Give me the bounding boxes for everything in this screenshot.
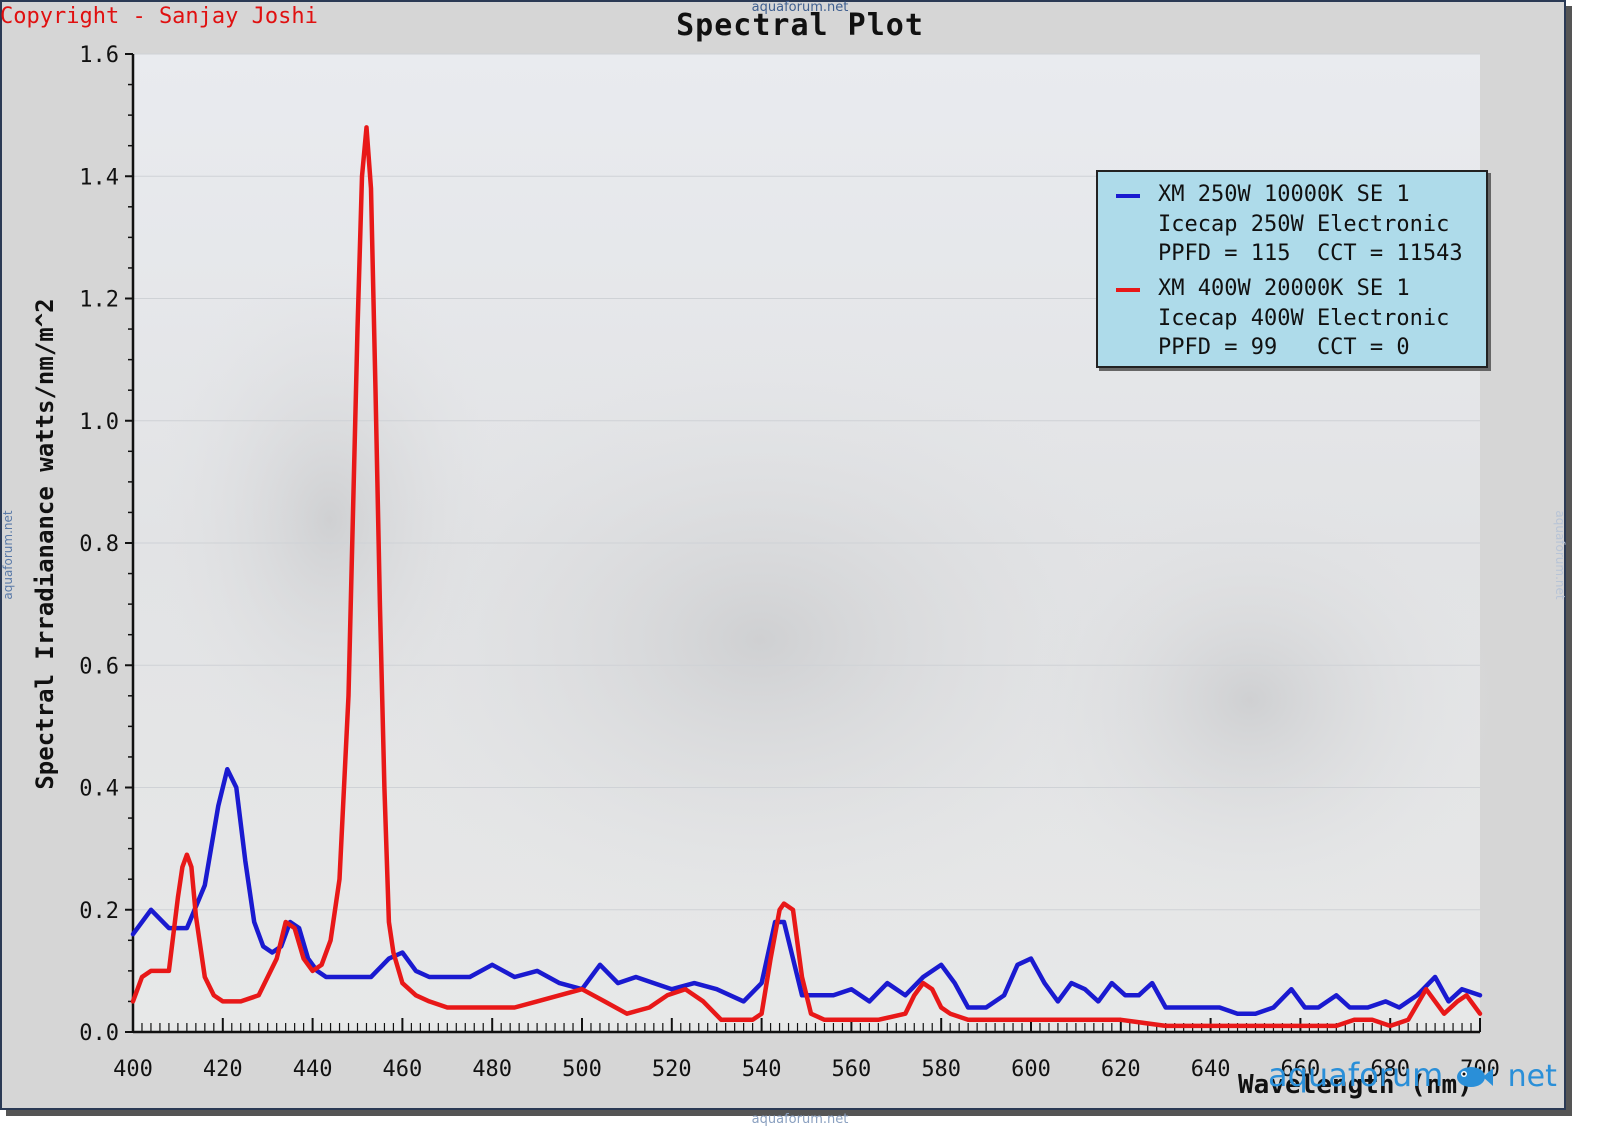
fish-icon [1457, 1067, 1494, 1087]
logo-text: aquaforum [1268, 1056, 1444, 1094]
x-tick-label: 440 [293, 1057, 333, 1082]
x-tick-label: 560 [832, 1057, 872, 1082]
logo-tld: net [1507, 1059, 1557, 1094]
y-tick-label: 0.6 [79, 654, 119, 679]
legend-series-ballast: Icecap 250W Electronic [1158, 212, 1450, 237]
x-tick-label: 600 [1011, 1057, 1051, 1082]
y-tick-label: 0.0 [79, 1021, 119, 1046]
y-axis-label: Spectral Irradianance watts/nm/m^2 [31, 298, 59, 790]
watermark-bottom: aquaforum.net [751, 1112, 849, 1127]
x-tick-label: 400 [113, 1057, 153, 1082]
x-tick-label: 500 [562, 1057, 602, 1082]
copyright-text: Copyright - Sanjay Joshi [0, 4, 318, 29]
y-tick-label: 0.8 [79, 532, 119, 557]
series-line-red [130, 125, 1483, 1029]
x-tick-label: 420 [203, 1057, 243, 1082]
x-tick-label: 580 [921, 1057, 961, 1082]
legend-swatch-red [1116, 288, 1140, 292]
x-tick-label: 680 [1370, 1057, 1410, 1082]
watermark-top: aquaforum.net [751, 0, 849, 15]
legend-entry: XM 250W 10000K SE 1 Icecap 250W Electron… [1098, 180, 1486, 274]
background-photo-blur [1000, 480, 1500, 920]
legend-series-name: XM 250W 10000K SE 1 [1158, 182, 1410, 207]
chart-title: Spectral Plot [676, 8, 924, 43]
y-tick-label: 0.4 [79, 777, 119, 802]
background-photo-blur [150, 260, 510, 780]
x-tick-label: 640 [1191, 1057, 1231, 1082]
legend-entry: XM 400W 20000K SE 1 Icecap 400W Electron… [1098, 274, 1486, 368]
y-tick-label: 1.6 [79, 43, 119, 68]
frame-shadow-right [1566, 6, 1572, 1116]
x-tick-label: 520 [652, 1057, 692, 1082]
legend-series-name: XM 400W 20000K SE 1 [1158, 276, 1410, 301]
x-tick-label: 660 [1281, 1057, 1321, 1082]
frame-shadow-bottom [6, 1110, 1572, 1116]
watermark-right: aquaforum.net [1553, 510, 1567, 600]
legend-series-ballast: Icecap 400W Electronic [1158, 306, 1450, 331]
y-tick-label: 1.2 [79, 288, 119, 313]
y-tick-label: 0.2 [79, 899, 119, 924]
x-axis-label: Wavelength (nm) [1238, 1070, 1473, 1100]
series-line-blue [130, 766, 1483, 1016]
chart-legend: XM 250W 10000K SE 1 Icecap 250W Electron… [1096, 170, 1488, 368]
watermark-left: aquaforum.net [1, 510, 15, 600]
x-tick-label: 480 [472, 1057, 512, 1082]
y-tick-label: 1.4 [79, 165, 119, 190]
x-tick-label: 460 [383, 1057, 423, 1082]
legend-swatch-blue [1116, 194, 1140, 198]
aquaforum-logo: aquaforum net [1268, 1056, 1557, 1094]
y-tick-label: 1.0 [79, 410, 119, 435]
x-tick-label: 620 [1101, 1057, 1141, 1082]
legend-series-stats: PPFD = 99 CCT = 0 [1158, 335, 1410, 360]
legend-series-stats: PPFD = 115 CCT = 11543 [1158, 241, 1463, 266]
background-photo-blur [340, 340, 1180, 940]
x-tick-label: 540 [742, 1057, 782, 1082]
